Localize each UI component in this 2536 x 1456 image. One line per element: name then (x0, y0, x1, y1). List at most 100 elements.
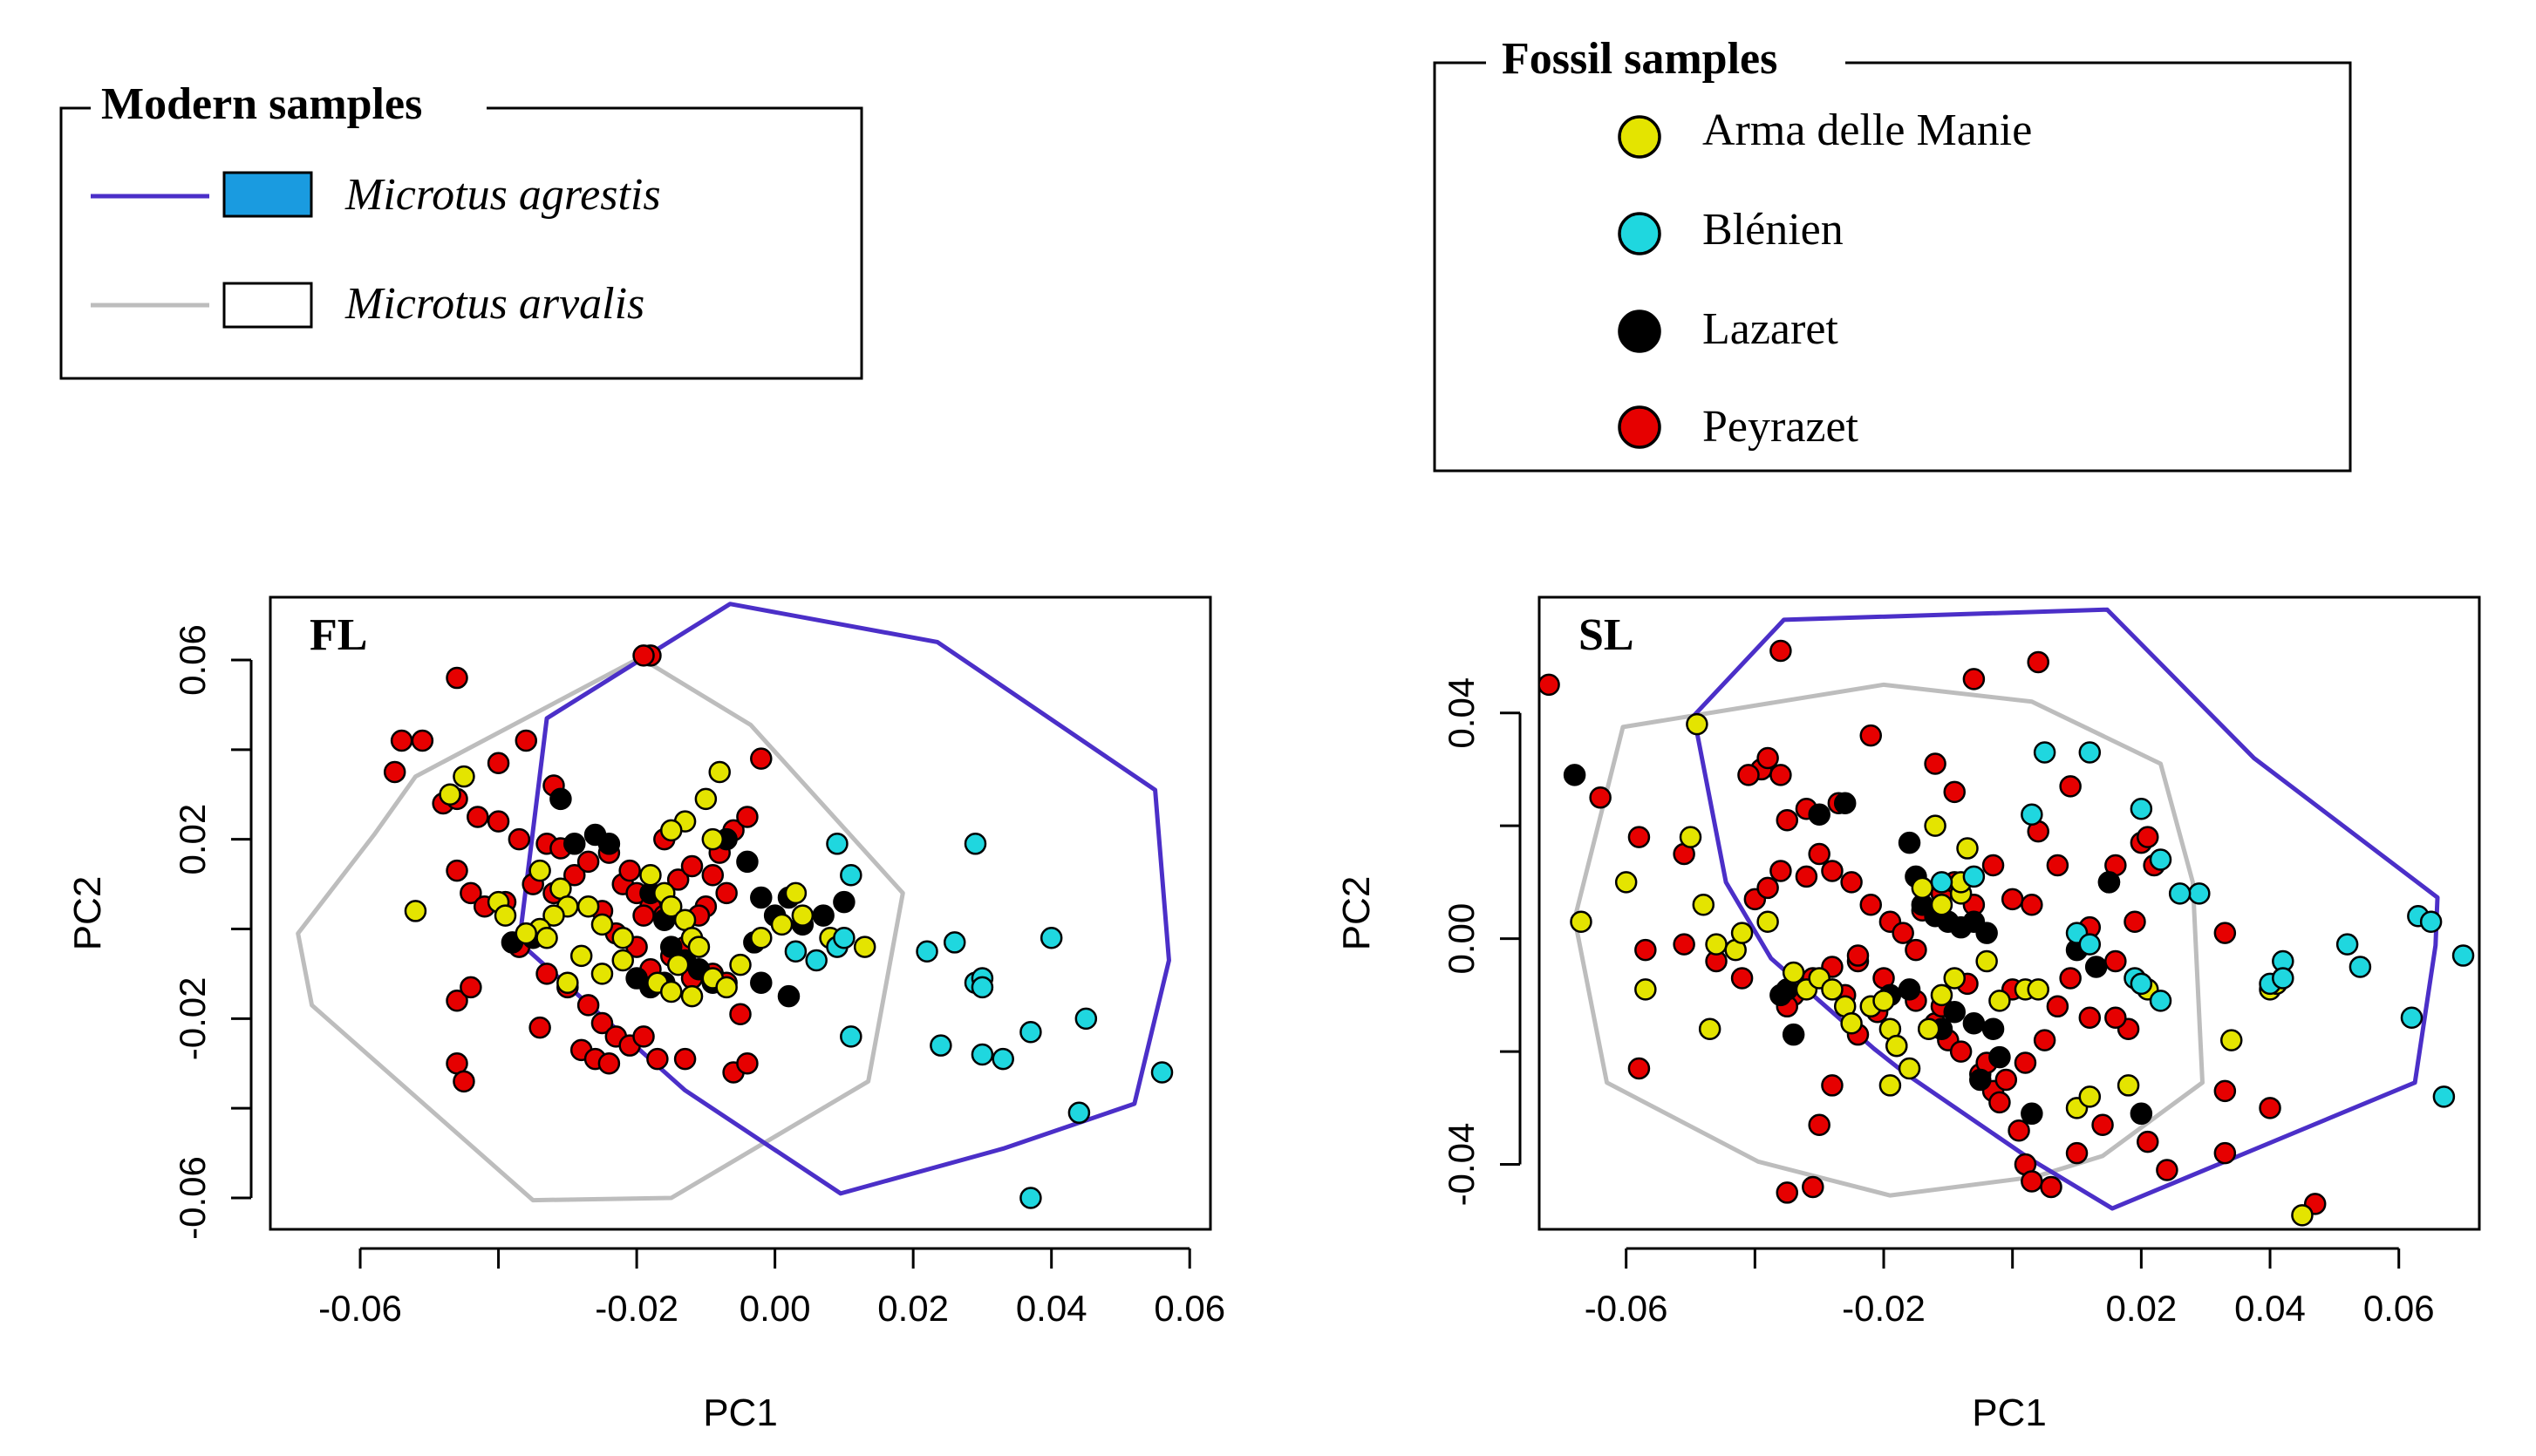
fl-arma-point (715, 976, 738, 999)
sl-peyrazet-point (1737, 764, 1760, 786)
sl-peyrazet-point (2065, 1141, 2089, 1165)
sl-lazaret-point (1898, 978, 1921, 1001)
sl-peyrazet-point (1949, 1040, 1973, 1063)
peyrazet-legend-label: Peyrazet (1702, 402, 1859, 452)
arvalis-legend-label: Microtus arvalis (344, 279, 644, 329)
fl-arma-point (569, 944, 593, 968)
fl-arvalis-hull (296, 655, 905, 1203)
modern-legend-title-backdrop (91, 73, 487, 134)
fl-peyrazet-point (411, 729, 434, 752)
sl-peyrazet-point (2027, 650, 2049, 674)
fl-y-tick-label: 0.02 (172, 804, 213, 875)
sl-lazaret-point (2130, 1102, 2153, 1126)
sl-arma-point (1943, 967, 1966, 990)
fl-blenien-point (1040, 927, 1063, 949)
fossil-legend-frame (1433, 61, 2352, 473)
sl-peyrazet-point (1802, 1175, 1824, 1199)
fl-blenien-point (1067, 1101, 1091, 1125)
fl-arma-point (708, 760, 731, 784)
sl-scatter-panel: -0.06 -0.02 0.02 0.04 0.06 -0.04 0.00 0.04 PC1 PC… (1335, 595, 2481, 1434)
sl-peyrazet-point (2046, 854, 2069, 877)
fl-agrestis-hull (516, 602, 1171, 1196)
sl-blenien-point (2078, 933, 2102, 956)
fl-x-tick-label: -0.06 (318, 1288, 402, 1329)
fl-arma-point (590, 963, 614, 985)
fl-peyrazet-point (618, 859, 641, 882)
fl-blenien-point (971, 976, 994, 999)
sl-arma-point (1686, 712, 1708, 736)
lazaret-legend-label: Lazaret (1702, 304, 1838, 354)
fl-peyrazet-point (729, 1003, 752, 1025)
sl-peyrazet-point (2040, 1175, 2062, 1199)
sl-arma-point (1975, 949, 1998, 973)
sl-peyrazet-point (1769, 639, 1792, 663)
sl-lazaret-point (1981, 1017, 2005, 1040)
sl-peyrazet-point (1821, 1074, 1844, 1097)
sl-peyrazet-point (2033, 1029, 2056, 1051)
fossil-legend-title-backdrop (1486, 28, 1845, 89)
sl-peyrazet-point (2059, 775, 2082, 798)
sl-peyrazet-point (2136, 1130, 2159, 1153)
sl-peyrazet-point (1627, 826, 1651, 848)
fl-x-tick-label: 0.00 (740, 1288, 811, 1329)
sl-blenien-point (2149, 848, 2172, 871)
fl-peyrazet-point (446, 666, 468, 690)
sl-blenien-point (2272, 967, 2294, 990)
fl-blenien-point (805, 949, 828, 972)
fl-blenien-point (1150, 1061, 1174, 1084)
sl-blenien-point (1930, 871, 1953, 894)
fl-arma-point (729, 953, 752, 976)
fl-y-tick-label: -0.02 (172, 976, 213, 1060)
fl-blenien-point (930, 1034, 952, 1057)
sl-lazaret-point (1969, 1068, 1992, 1092)
sl-peyrazet-point (1840, 871, 1863, 894)
sl-arma-point (2027, 978, 2049, 1001)
sl-arma-point (2219, 1029, 2243, 1051)
modern-legend-title: Modern samples (101, 79, 422, 129)
sl-arma-point (1570, 910, 1592, 933)
sl-arma-point (1898, 1057, 1921, 1080)
fl-lazaret-point (549, 787, 572, 811)
modern-legend: Modern samples Microtus agrestis Microtu… (59, 73, 863, 380)
fl-peyrazet-point (576, 850, 600, 874)
sl-peyrazet-point (2213, 1141, 2237, 1165)
fl-lazaret-point (812, 904, 835, 927)
sl-lazaret-point (2084, 956, 2108, 978)
fl-arma-point (528, 859, 551, 882)
fl-blenien-point (943, 931, 966, 954)
fl-arma-point (556, 971, 579, 994)
sl-peyrazet-point (2021, 894, 2043, 916)
fl-arma-point (659, 980, 683, 1004)
sl-y-tick-label: 0.04 (1441, 677, 1482, 749)
sl-arma-point (1634, 978, 1657, 1001)
fl-blenien-point (784, 940, 808, 963)
fl-blenien-point (1019, 1021, 1042, 1044)
fl-peyrazet-point (515, 729, 538, 752)
sl-plot-frame (1537, 595, 2481, 1231)
sl-lazaret-point (1943, 1001, 1966, 1024)
blenien-legend-label: Blénien (1702, 205, 1844, 255)
fl-x-axis-title: PC1 (703, 1391, 778, 1434)
sl-arma-point (1930, 894, 1953, 916)
sl-lazaret-point (1782, 1023, 1805, 1046)
fl-arma-point (611, 927, 634, 949)
fl-arma-point (694, 787, 718, 811)
sl-peyrazet-point (1627, 1057, 1651, 1080)
sl-peyrazet-point (1924, 752, 1946, 775)
sl-arma-point (1782, 961, 1805, 984)
sl-peyrazet-point (2213, 922, 2237, 944)
fl-arma-point (784, 881, 808, 905)
fl-arma-point (770, 913, 794, 936)
sl-blenien-point (2021, 803, 2043, 826)
fl-blenien-point (840, 1025, 862, 1048)
fl-arma-point (750, 927, 773, 949)
sl-peyrazet-point (2091, 1113, 2114, 1136)
sl-peyrazet-point (2124, 910, 2146, 933)
lazaret-legend-marker (1618, 310, 1661, 353)
sl-blenien-point (2188, 882, 2211, 905)
modern-legend-frame (59, 106, 863, 380)
sl-arma-point (1924, 814, 1946, 837)
arma-legend-label: Arma delle Manie (1702, 105, 2032, 155)
sl-peyrazet-point (1821, 860, 1844, 882)
